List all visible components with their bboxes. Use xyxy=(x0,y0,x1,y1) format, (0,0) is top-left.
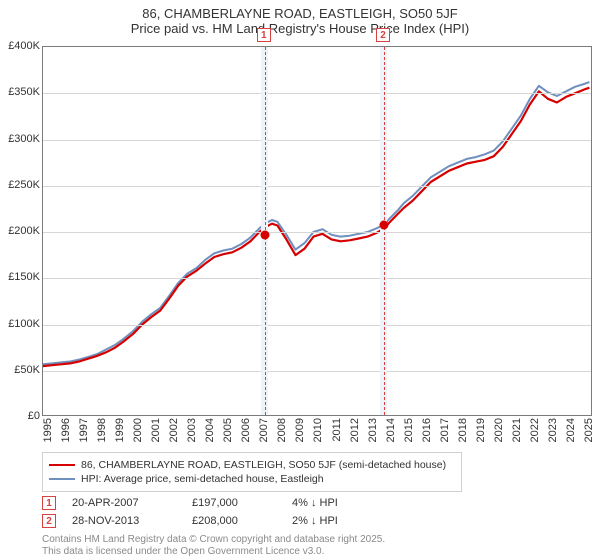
gridline xyxy=(43,93,591,94)
x-tick-label: 1997 xyxy=(78,418,90,442)
sales-row-delta: 2% ↓ HPI xyxy=(292,515,392,527)
x-tick-label: 1998 xyxy=(96,418,108,442)
y-tick-label: £0 xyxy=(0,410,40,422)
y-tick-label: £300K xyxy=(0,133,40,145)
y-tick-label: £150K xyxy=(0,271,40,283)
sales-row-price: £197,000 xyxy=(192,497,292,509)
footer-line2: This data is licensed under the Open Gov… xyxy=(42,546,385,558)
legend-item: HPI: Average price, semi-detached house,… xyxy=(49,473,455,485)
legend-label: 86, CHAMBERLAYNE ROAD, EASTLEIGH, SO50 5… xyxy=(81,459,446,471)
marker-badge: 2 xyxy=(376,28,390,42)
series-hpi xyxy=(43,82,589,364)
footer-note: Contains HM Land Registry data © Crown c… xyxy=(42,534,385,558)
legend-swatch xyxy=(49,478,75,480)
y-tick-label: £250K xyxy=(0,179,40,191)
y-tick-label: £100K xyxy=(0,318,40,330)
y-tick-label: £400K xyxy=(0,40,40,52)
gridline xyxy=(43,232,591,233)
sales-row: 2 28-NOV-2013£208,0002% ↓ HPI xyxy=(42,512,392,530)
footer-line1: Contains HM Land Registry data © Crown c… xyxy=(42,534,385,546)
sales-row-badge: 2 xyxy=(42,514,56,528)
x-tick-label: 1995 xyxy=(42,418,54,442)
x-tick-label: 2002 xyxy=(168,418,180,442)
x-tick-label: 2005 xyxy=(222,418,234,442)
title-line2: Price paid vs. HM Land Registry's House … xyxy=(0,21,600,36)
x-tick-label: 1996 xyxy=(60,418,72,442)
y-tick-label: £50K xyxy=(0,364,40,376)
x-tick-label: 2008 xyxy=(276,418,288,442)
sales-row-badge: 1 xyxy=(42,496,56,510)
x-tick-label: 2017 xyxy=(439,418,451,442)
marker-line xyxy=(384,47,385,415)
marker-badge: 1 xyxy=(257,28,271,42)
sales-row-date: 20-APR-2007 xyxy=(72,497,192,509)
x-tick-label: 2004 xyxy=(204,418,216,442)
x-tick-label: 2009 xyxy=(294,418,306,442)
x-tick-label: 2015 xyxy=(403,418,415,442)
x-tick-label: 2007 xyxy=(258,418,270,442)
x-tick-label: 2013 xyxy=(367,418,379,442)
chart-container: 86, CHAMBERLAYNE ROAD, EASTLEIGH, SO50 5… xyxy=(0,0,600,560)
x-tick-label: 2014 xyxy=(385,418,397,442)
legend-swatch xyxy=(49,464,75,466)
x-tick-label: 2022 xyxy=(529,418,541,442)
sale-point xyxy=(380,220,389,229)
x-tick-label: 2012 xyxy=(349,418,361,442)
gridline xyxy=(43,186,591,187)
x-tick-label: 2020 xyxy=(493,418,505,442)
legend-label: HPI: Average price, semi-detached house,… xyxy=(81,473,324,485)
y-tick-label: £200K xyxy=(0,225,40,237)
sales-table: 1 20-APR-2007£197,0004% ↓ HPI 2 28-NOV-2013… xyxy=(42,494,392,530)
x-tick-label: 2016 xyxy=(421,418,433,442)
sales-row: 1 20-APR-2007£197,0004% ↓ HPI xyxy=(42,494,392,512)
legend-item: 86, CHAMBERLAYNE ROAD, EASTLEIGH, SO50 5… xyxy=(49,459,455,471)
y-tick-label: £350K xyxy=(0,86,40,98)
gridline xyxy=(43,140,591,141)
sales-row-delta: 4% ↓ HPI xyxy=(292,497,392,509)
x-tick-label: 2024 xyxy=(565,418,577,442)
title-block: 86, CHAMBERLAYNE ROAD, EASTLEIGH, SO50 5… xyxy=(0,0,600,36)
x-tick-label: 2011 xyxy=(331,418,343,442)
sales-row-price: £208,000 xyxy=(192,515,292,527)
gridline xyxy=(43,325,591,326)
plot-area xyxy=(42,46,592,416)
gridline xyxy=(43,278,591,279)
x-tick-label: 2000 xyxy=(132,418,144,442)
x-tick-label: 2006 xyxy=(240,418,252,442)
x-tick-label: 2001 xyxy=(150,418,162,442)
x-tick-label: 2025 xyxy=(583,418,595,442)
title-line1: 86, CHAMBERLAYNE ROAD, EASTLEIGH, SO50 5… xyxy=(0,6,600,21)
x-tick-label: 2010 xyxy=(312,418,324,442)
x-tick-label: 2003 xyxy=(186,418,198,442)
x-tick-label: 1999 xyxy=(114,418,126,442)
sale-point xyxy=(260,230,269,239)
sales-row-date: 28-NOV-2013 xyxy=(72,515,192,527)
x-tick-label: 2023 xyxy=(547,418,559,442)
x-tick-label: 2018 xyxy=(457,418,469,442)
gridline xyxy=(43,371,591,372)
x-tick-label: 2021 xyxy=(511,418,523,442)
x-tick-label: 2019 xyxy=(475,418,487,442)
legend: 86, CHAMBERLAYNE ROAD, EASTLEIGH, SO50 5… xyxy=(42,452,462,492)
